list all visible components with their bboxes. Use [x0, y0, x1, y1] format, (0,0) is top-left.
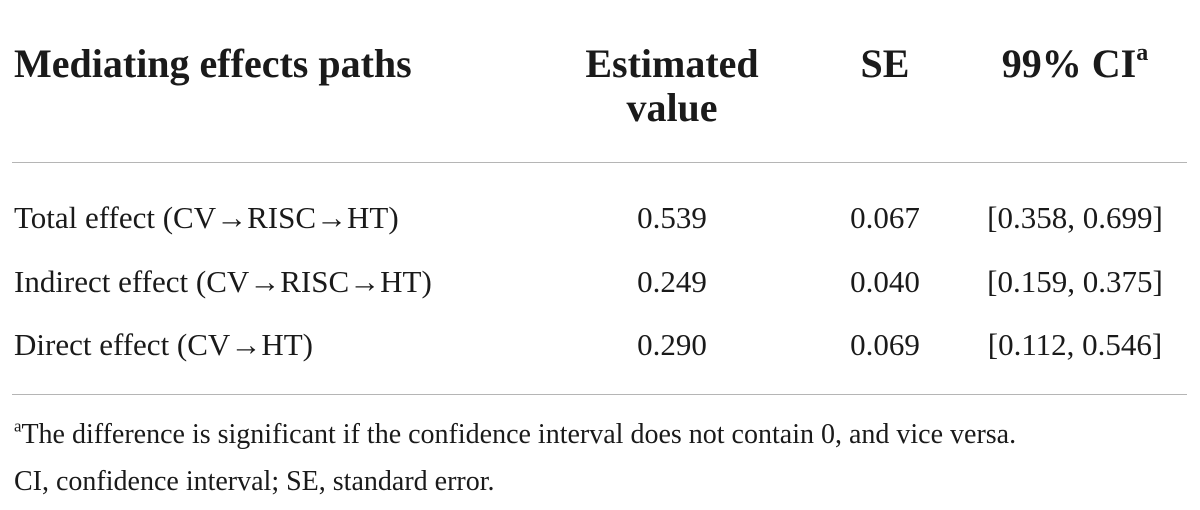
- row-label: Direct effect (CV→HT): [14, 327, 313, 362]
- note-mark: a: [1136, 40, 1149, 67]
- cell: 0.539: [637, 200, 707, 235]
- footnote-text: The difference is significant if the con…: [21, 419, 1017, 450]
- note-mark: a: [14, 416, 22, 436]
- cell: 0.040: [850, 263, 920, 299]
- footnote-line: CI, confidence interval; SE, standard er…: [14, 466, 495, 497]
- cell: [0.159, 0.375]: [987, 263, 1163, 299]
- footnote-line: aThe difference is significant if the co…: [14, 416, 1017, 452]
- header-text: 99% CI: [1001, 41, 1137, 86]
- cell: [0.112, 0.546]: [987, 327, 1163, 362]
- row-label: Indirect effect (CV→RISC→HT): [14, 263, 432, 299]
- cell: 0.249: [637, 263, 707, 299]
- rule: [12, 394, 1187, 395]
- header-cell: Estimated value: [585, 41, 759, 130]
- row-label: Total effect (CV→RISC→HT): [14, 200, 399, 235]
- header-cell: SE: [860, 41, 910, 86]
- rule: [12, 162, 1187, 163]
- header-cell: 99% CIa: [960, 40, 1190, 86]
- cell: 0.290: [637, 327, 707, 362]
- cell: [0.358, 0.699]: [987, 200, 1163, 235]
- cell: 0.067: [850, 200, 920, 235]
- header-cell: Mediating effects paths: [14, 41, 412, 86]
- cell: 0.069: [850, 327, 920, 362]
